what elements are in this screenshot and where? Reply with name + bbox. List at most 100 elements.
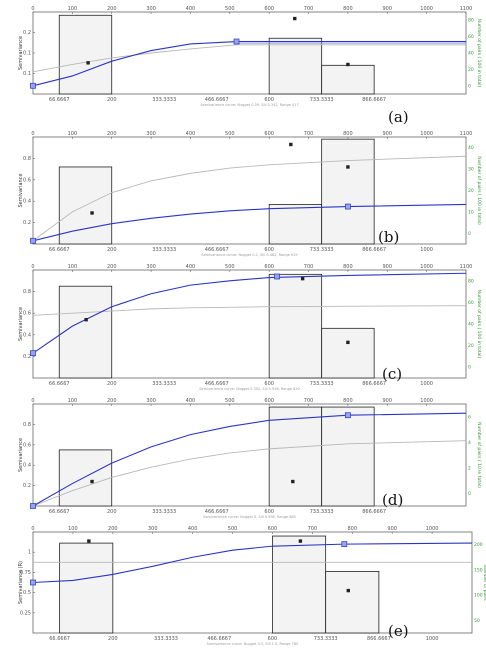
- bottom-tick-label: 333.3333: [152, 381, 176, 387]
- top-tick-label: 400: [186, 264, 196, 270]
- top-tick-label: 1100: [460, 131, 473, 137]
- empirical-point-2: [298, 539, 303, 543]
- empirical-point-3: [346, 588, 350, 593]
- top-tick-label: 0: [31, 526, 34, 532]
- chart-panel-4: 0 100 200 300 400 500 600 700 800 900 1000 66.6667 2…: [18, 398, 482, 519]
- top-tick-label: 700: [304, 6, 314, 12]
- histogram-bar-2: [268, 37, 323, 95]
- left-tick-label: 0.1: [23, 71, 31, 77]
- y-axis-label: Semivariance: [18, 36, 24, 70]
- histogram-bar-3: [321, 406, 375, 507]
- empirical-point-1: [84, 317, 88, 322]
- empirical-point-2: [293, 16, 297, 21]
- histogram-bar-1: [58, 285, 113, 379]
- semivariance-caption: Semivariance curve: Nugget 0.302, Sill 0…: [199, 387, 300, 391]
- panel-label: (e): [388, 622, 409, 640]
- bottom-tick-label: 333.3333: [152, 97, 176, 103]
- y-axis-label: Semivariance: [18, 438, 24, 472]
- bottom-tick-label: 66.6667: [49, 381, 70, 387]
- semivariance-caption: Semivariance curve: Nugget 0.5, Sill 1.0…: [207, 642, 299, 646]
- bottom-tick-label: 866.6667: [367, 636, 391, 642]
- bottom-tick-label: 333.3333: [152, 247, 176, 253]
- histogram-bar-2: [272, 535, 327, 634]
- model-marker-1: [30, 579, 36, 586]
- histogram-bar-3: [321, 138, 375, 245]
- reference-curve: [32, 440, 467, 507]
- bottom-tick-label: 733.3333: [314, 636, 338, 642]
- top-tick-label: 0: [31, 131, 34, 137]
- left-tick-label: 0.25: [20, 610, 31, 616]
- top-tick-label: 500: [225, 398, 235, 404]
- chart-panel-5: 0 100 200 300 400 500 600 700 800 900 1000 66.6667 2…: [18, 526, 486, 646]
- right-tick-label: 40: [468, 322, 474, 328]
- bottom-tick-label: 66.6667: [49, 97, 70, 103]
- y-axis-label: Semivariance: [18, 173, 24, 207]
- top-tick-label: 600: [264, 398, 274, 404]
- left-tick-label: 0.4: [23, 199, 31, 205]
- right-tick-label: 20: [468, 188, 474, 194]
- right-tick-label: 30: [468, 167, 474, 173]
- chart-panel-3: 0 100 200 300 400 500 600 700 800 900 1000 110066.6…: [18, 264, 482, 391]
- top-tick-label: 300: [146, 264, 156, 270]
- bottom-tick-label: 66.6667: [49, 636, 70, 642]
- bottom-tick-label: 66.6667: [49, 509, 70, 515]
- semivariance-caption: Semivariance curve: Nugget 0.09, Sill 0.…: [200, 103, 298, 107]
- bottom-tick-label: 733.3333: [310, 381, 334, 387]
- left-tick-label: 0.8: [23, 422, 31, 428]
- top-tick-label: 1000: [420, 131, 433, 137]
- bottom-tick-label: 66.6667: [49, 247, 70, 253]
- right-tick-label: 20: [468, 67, 474, 73]
- left-tick-label: 0.2: [23, 30, 31, 36]
- top-tick-label: 800: [343, 264, 353, 270]
- top-tick-label: 200: [107, 131, 117, 137]
- panel-label: (b): [378, 228, 399, 246]
- right-tick-label: 200: [474, 542, 483, 548]
- top-tick-label: 300: [146, 131, 156, 137]
- top-tick-label: 400: [188, 526, 198, 532]
- bottom-tick-label: 733.3333: [310, 509, 334, 515]
- top-tick-label: 700: [304, 264, 314, 270]
- semivariance-caption: Semivariance curve: Nugget 0.1, Sill 0.4…: [201, 253, 297, 257]
- fitted-model-curve: [32, 542, 473, 584]
- model-marker-2: [345, 203, 351, 210]
- bottom-tick-label: 600: [264, 247, 274, 253]
- panel-label: (c): [382, 365, 402, 383]
- top-tick-label: 900: [382, 264, 392, 270]
- right-tick-label: 0: [468, 231, 471, 237]
- top-tick-label: 700: [304, 131, 314, 137]
- model-marker-2: [274, 273, 280, 280]
- secondary-y-axis-label: Number of pairs ( 100 in total): [476, 156, 482, 225]
- model-marker-1: [30, 503, 36, 509]
- top-tick-label: 100: [68, 131, 78, 137]
- top-tick-label: 200: [107, 6, 117, 12]
- top-tick-label: 500: [225, 6, 235, 12]
- bottom-tick-label: 866.6667: [362, 247, 386, 253]
- model-marker-1: [30, 350, 36, 357]
- histogram-bar-2: [268, 406, 323, 507]
- bottom-tick-label: 200: [107, 381, 117, 387]
- histogram-bar-2: [268, 204, 323, 245]
- top-tick-label: 700: [304, 398, 314, 404]
- empirical-point-1: [90, 479, 94, 484]
- secondary-y-axis-label: Number of pairs ( 100 in total): [476, 19, 482, 88]
- bottom-tick-label: 866.6667: [362, 509, 386, 515]
- histogram-bar-1: [58, 14, 113, 95]
- right-tick-label: 20: [468, 343, 474, 349]
- top-tick-label: 1000: [420, 6, 433, 12]
- left-tick-label: 0.4: [23, 463, 31, 469]
- top-tick-label: 1100: [460, 264, 473, 270]
- secondary-y-axis-label: Number of pairs ( 10 in total): [476, 422, 482, 488]
- right-tick-label: 80: [468, 278, 474, 284]
- bottom-tick-label: 733.3333: [310, 97, 334, 103]
- bottom-tick-label: 200: [107, 247, 117, 253]
- bottom-tick-label: 600: [264, 509, 274, 515]
- top-tick-label: 800: [343, 398, 353, 404]
- top-tick-label: 600: [268, 526, 278, 532]
- top-tick-label: 500: [225, 264, 235, 270]
- left-tick-label: 0.6: [23, 311, 31, 317]
- right-tick-label: 150: [474, 567, 483, 573]
- top-tick-label: 600: [264, 131, 274, 137]
- right-tick-label: 40: [468, 51, 474, 57]
- top-tick-label: 100: [68, 6, 78, 12]
- bottom-tick-label: 333.3333: [154, 636, 178, 642]
